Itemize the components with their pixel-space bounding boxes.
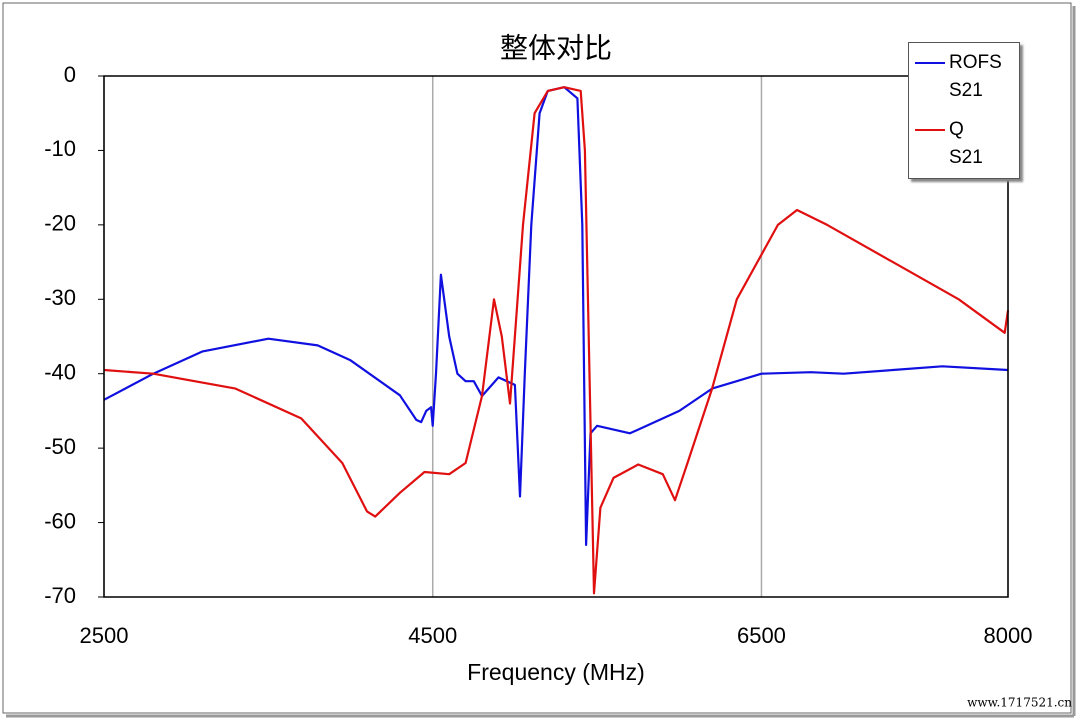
y-tick-label: -60 bbox=[44, 508, 76, 533]
y-tick-label: -30 bbox=[44, 285, 76, 310]
legend-label: ROFS S21 bbox=[949, 52, 1002, 101]
series-line bbox=[103, 86, 1010, 595]
chart-title: 整体对比 bbox=[500, 32, 612, 63]
y-tick-label: -20 bbox=[44, 211, 76, 236]
x-tick-label: 4500 bbox=[408, 623, 457, 648]
legend: ROFS S21 Q S21 bbox=[908, 42, 1020, 179]
y-tick-label: -10 bbox=[44, 136, 76, 161]
legend-swatch bbox=[915, 129, 945, 131]
x-axis-label: Frequency (MHz) bbox=[467, 659, 645, 685]
watermark: www.1717521.cn bbox=[967, 696, 1072, 710]
frame bbox=[2, 2, 1072, 714]
legend-swatch bbox=[915, 62, 945, 64]
y-tick-label: -40 bbox=[44, 360, 76, 385]
y-tick-label: 0 bbox=[64, 62, 76, 87]
legend-label: Q S21 bbox=[949, 119, 983, 168]
y-tick-label: -70 bbox=[44, 583, 76, 608]
series-line bbox=[103, 86, 1009, 546]
y-tick-label: -50 bbox=[44, 434, 76, 459]
x-tick-label: 6500 bbox=[737, 623, 786, 648]
x-tick-label: 2500 bbox=[80, 623, 129, 648]
plot-border bbox=[103, 75, 1009, 598]
x-tick-label: 8000 bbox=[984, 623, 1033, 648]
